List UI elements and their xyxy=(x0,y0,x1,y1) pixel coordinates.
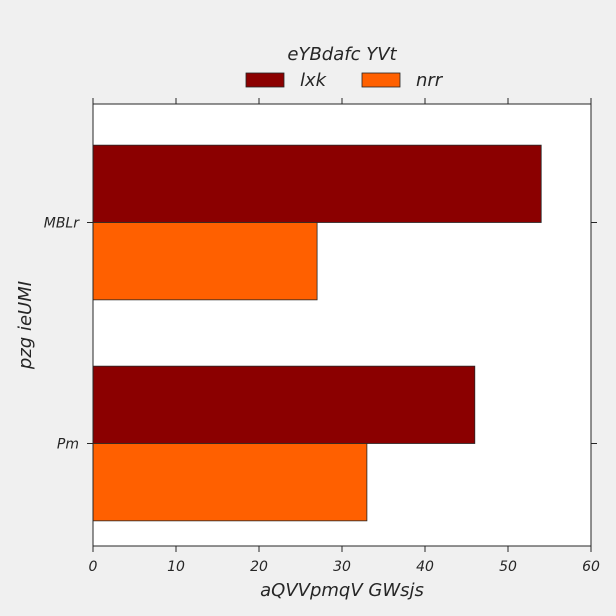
x-tick-label: 50 xyxy=(499,559,517,575)
x-axis-label: aQVVpmqV GWsjs xyxy=(260,580,424,601)
bar-lxk-Pm xyxy=(92,365,476,444)
legend-swatch-nrr xyxy=(361,72,401,88)
y-tick-label: Pm xyxy=(57,437,79,453)
bar-nrr-Pm xyxy=(92,443,368,522)
x-tick-label: 20 xyxy=(250,559,268,575)
legend: lxk nrr xyxy=(245,70,444,91)
y-axis-label: pzg ieUMI xyxy=(15,281,36,370)
bar-lxk-MBLr xyxy=(92,144,542,223)
bar-nrr-MBLr xyxy=(92,222,318,301)
x-ticks: 0 10 20 30 40 50 60 xyxy=(89,98,600,575)
legend-label-lxk: lxk xyxy=(300,70,328,91)
legend-label-nrr: nrr xyxy=(416,70,444,91)
y-tick-label: MBLr xyxy=(44,216,80,232)
legend-swatch-lxk xyxy=(245,72,285,88)
y-ticks: MBLr Pm xyxy=(44,216,597,453)
x-tick-label: 40 xyxy=(416,559,434,575)
x-tick-label: 60 xyxy=(582,559,600,575)
plot-frame xyxy=(92,103,592,547)
bars-group xyxy=(92,144,542,522)
x-tick-label: 30 xyxy=(333,559,351,575)
chart-title: eYBdafc YVt xyxy=(287,44,397,65)
x-tick-label: 0 xyxy=(89,559,98,575)
x-tick-label: 10 xyxy=(167,559,185,575)
